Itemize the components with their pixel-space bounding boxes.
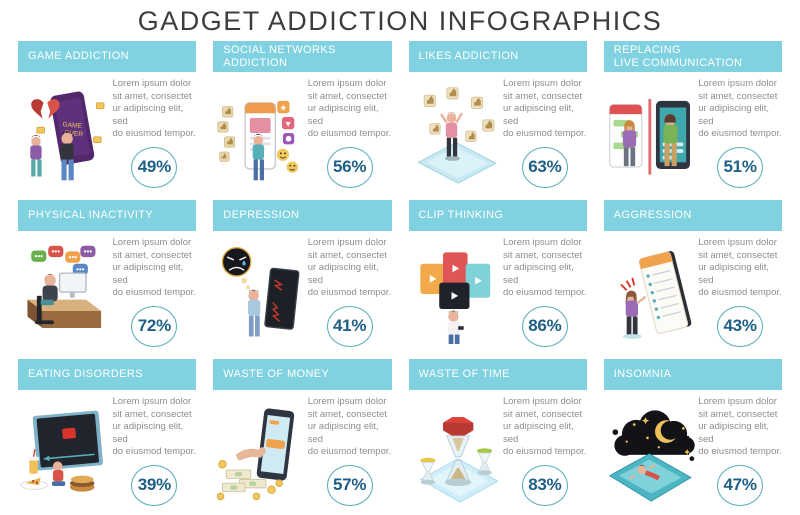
replacing-live-communication-illustration bbox=[604, 80, 698, 188]
percent-badge: 43% bbox=[717, 305, 764, 347]
card-description: Lorem ipsum dolor sit amet, consectet ur… bbox=[112, 237, 196, 299]
card-physical-inactivity: PHYSICAL INACTIVITY bbox=[18, 200, 197, 347]
percent-badge: 57% bbox=[326, 464, 373, 506]
percent-badge: 49% bbox=[131, 146, 178, 188]
card-depression: DEPRESSION bbox=[213, 200, 392, 347]
card-title: REPLACING LIVE COMMUNICATION bbox=[603, 41, 782, 72]
card-description: Lorem ipsum dolor sit amet, consectet ur… bbox=[112, 396, 196, 458]
card-title: DEPRESSION bbox=[213, 200, 392, 231]
card-social-networks-addiction: SOCIAL NETWORKS ADDICTION ★ ♥ bbox=[213, 41, 392, 188]
waste-of-money-illustration bbox=[213, 398, 307, 506]
card-title: SOCIAL NETWORKS ADDICTION bbox=[213, 41, 392, 72]
physical-inactivity-illustration bbox=[18, 239, 112, 347]
percent-badge: 39% bbox=[131, 464, 178, 506]
card-description: Lorem ipsum dolor sit amet, consectet ur… bbox=[698, 78, 782, 140]
card-insomnia: INSOMNIA Lorem ipsum dolo bbox=[603, 359, 782, 506]
percent-badge: 63% bbox=[521, 146, 568, 188]
card-likes-addiction: LIKES ADDICTION bbox=[408, 41, 587, 188]
percent-badge: 41% bbox=[326, 305, 373, 347]
svg-text:♥: ♥ bbox=[286, 118, 291, 128]
card-title: WASTE OF TIME bbox=[408, 359, 587, 390]
percent-badge: 56% bbox=[326, 146, 373, 188]
likes-addiction-illustration bbox=[409, 80, 503, 188]
svg-text:★: ★ bbox=[280, 102, 288, 112]
card-title: LIKES ADDICTION bbox=[408, 41, 587, 72]
card-title: AGGRESSION bbox=[603, 200, 782, 231]
waste-of-time-illustration bbox=[409, 398, 503, 506]
card-title: EATING DISORDERS bbox=[18, 359, 197, 390]
svg-text:OVER: OVER bbox=[64, 130, 83, 139]
card-description: Lorem ipsum dolor sit amet, consectet ur… bbox=[502, 237, 587, 299]
card-waste-of-money: WASTE OF MONEY bbox=[213, 359, 392, 506]
card-clip-thinking: CLIP THINKING Lorem ipsum dolor sit amet… bbox=[408, 200, 587, 347]
percent-badge: 47% bbox=[717, 464, 764, 506]
game-addiction-illustration: GAME OVER bbox=[18, 80, 112, 188]
percent-badge: 72% bbox=[131, 305, 178, 347]
percent-badge: 83% bbox=[521, 464, 568, 506]
card-title: WASTE OF MONEY bbox=[213, 359, 392, 390]
card-description: Lorem ipsum dolor sit amet, consectet ur… bbox=[307, 396, 392, 458]
clip-thinking-illustration bbox=[409, 239, 503, 347]
card-description: Lorem ipsum dolor sit amet, consectet ur… bbox=[502, 78, 587, 140]
card-description: Lorem ipsum dolor sit amet, consectet ur… bbox=[698, 396, 782, 458]
card-description: Lorem ipsum dolor sit amet, consectet ur… bbox=[307, 78, 392, 140]
card-title: CLIP THINKING bbox=[408, 200, 587, 231]
card-description: Lorem ipsum dolor sit amet, consectet ur… bbox=[112, 78, 196, 140]
percent-badge: 86% bbox=[521, 305, 568, 347]
depression-illustration bbox=[213, 239, 307, 347]
social-networks-illustration: ★ ♥ bbox=[213, 80, 307, 188]
eating-disorders-illustration bbox=[18, 398, 112, 506]
card-description: Lorem ipsum dolor sit amet, consectet ur… bbox=[698, 237, 782, 299]
card-title: PHYSICAL INACTIVITY bbox=[18, 200, 197, 231]
card-waste-of-time: WASTE OF TIME bbox=[408, 359, 587, 506]
card-title: INSOMNIA bbox=[603, 359, 782, 390]
card-eating-disorders: EATING DISORDERS bbox=[18, 359, 197, 506]
insomnia-illustration bbox=[604, 398, 698, 506]
card-aggression: AGGRESSION bbox=[603, 200, 782, 347]
card-game-addiction: GAME ADDICTION GAME OVER bbox=[18, 41, 197, 188]
aggression-illustration bbox=[604, 239, 698, 347]
card-replacing-live-communication: REPLACING LIVE COMMUNICATION bbox=[603, 41, 782, 188]
card-title: GAME ADDICTION bbox=[18, 41, 197, 72]
svg-text:GAME: GAME bbox=[62, 121, 83, 130]
card-description: Lorem ipsum dolor sit amet, consectet ur… bbox=[307, 237, 392, 299]
card-description: Lorem ipsum dolor sit amet, consectet ur… bbox=[502, 396, 587, 458]
page-title: GADGET ADDICTION INFOGRAPHICS bbox=[137, 6, 663, 36]
cards-grid: GAME ADDICTION GAME OVER bbox=[0, 41, 800, 506]
percent-badge: 51% bbox=[717, 146, 764, 188]
